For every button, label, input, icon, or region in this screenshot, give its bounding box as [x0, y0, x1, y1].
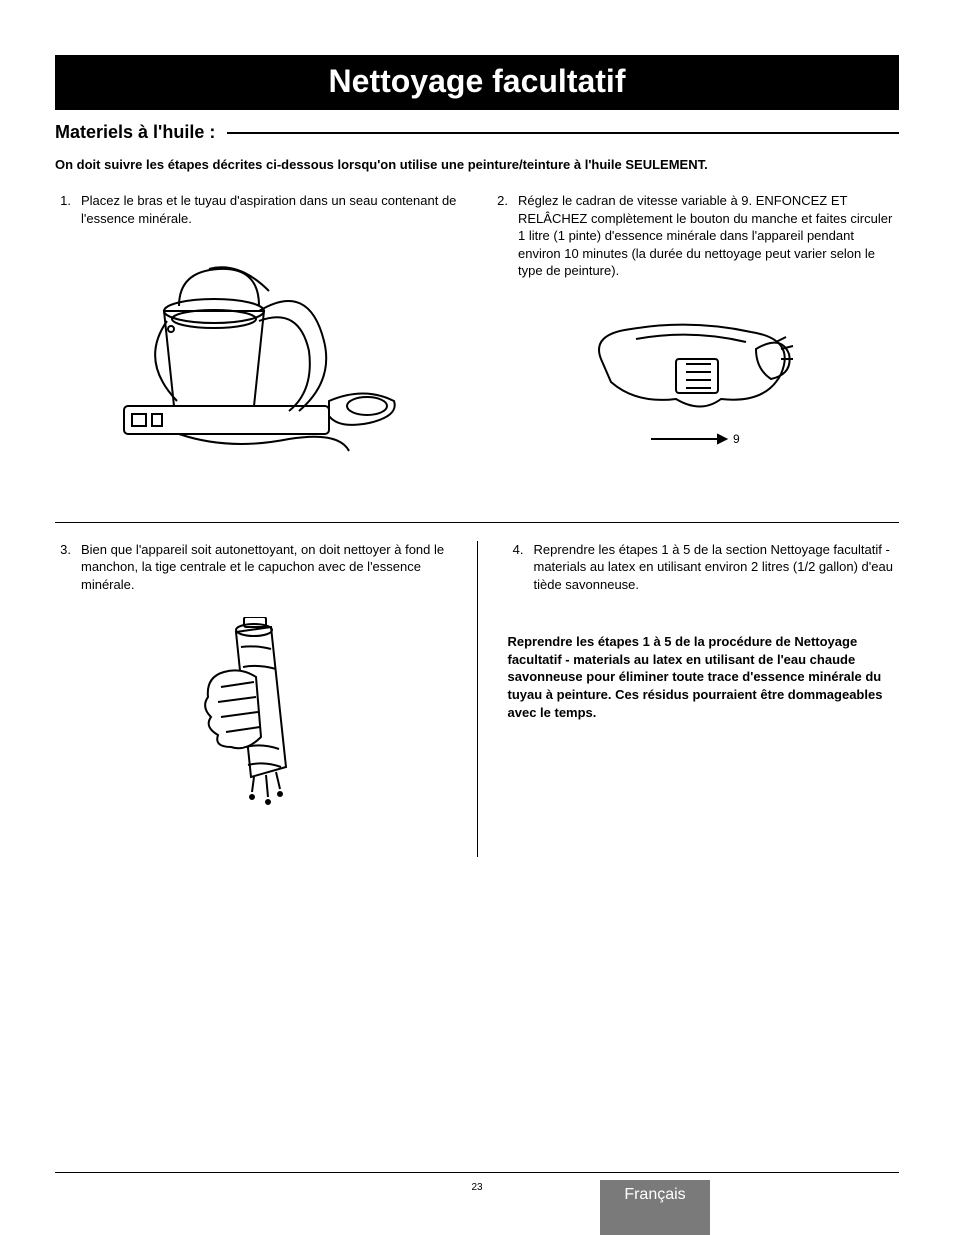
- divider-vertical: [477, 541, 478, 858]
- step-1: 1. Placez le bras et le tuyau d'aspirati…: [55, 192, 462, 227]
- step-3: 3. Bien que l'appareil soit autonettoyan…: [55, 541, 447, 594]
- col-right-2: 4. Reprendre les étapes 1 à 5 de la sect…: [508, 541, 900, 858]
- col-left-2: 3. Bien que l'appareil soit autonettoyan…: [55, 541, 447, 858]
- step-2-text: Réglez le cadran de vitesse variable à 9…: [518, 192, 899, 280]
- intro-bold: On doit suivre les étapes décrites ci-de…: [55, 157, 899, 172]
- dial-value-label: 9: [733, 432, 740, 446]
- step-4-text: Reprendre les étapes 1 à 5 de la section…: [534, 541, 900, 594]
- step-4: 4. Reprendre les étapes 1 à 5 de la sect…: [508, 541, 900, 594]
- step-1-num: 1.: [55, 192, 81, 227]
- divider-horizontal: [55, 522, 899, 523]
- col-left-1: 1. Placez le bras et le tuyau d'aspirati…: [55, 192, 462, 504]
- step-1-text: Placez le bras et le tuyau d'aspiration …: [81, 192, 462, 227]
- row-2: 3. Bien que l'appareil soit autonettoyan…: [55, 541, 899, 858]
- section-title-bar: Nettoyage facultatif: [55, 55, 899, 110]
- language-tab: Français: [600, 1180, 710, 1235]
- figure-hand-roller-icon: [176, 617, 326, 827]
- section-title: Nettoyage facultatif: [329, 63, 626, 99]
- step-3-text: Bien que l'appareil soit autonettoyant, …: [81, 541, 447, 594]
- subhead-rule: [227, 132, 899, 134]
- col-right-1: 2. Réglez le cadran de vitesse variable …: [492, 192, 899, 504]
- footer-rule: [55, 1172, 899, 1173]
- row-1: 1. Placez le bras et le tuyau d'aspirati…: [55, 192, 899, 504]
- figure-handle-dial-icon: 9: [581, 304, 811, 474]
- subhead-text: Materiels à l'huile :: [55, 122, 215, 143]
- step-3-num: 3.: [55, 541, 81, 594]
- figure-bucket-icon: [109, 251, 409, 461]
- step-4-num: 4.: [508, 541, 534, 594]
- step-2: 2. Réglez le cadran de vitesse variable …: [492, 192, 899, 280]
- language-label: Français: [624, 1186, 685, 1203]
- step-2-num: 2.: [492, 192, 518, 280]
- closing-bold-paragraph: Reprendre les étapes 1 à 5 de la procédu…: [508, 633, 900, 721]
- page-number: 23: [0, 1182, 954, 1193]
- subhead-row: Materiels à l'huile :: [55, 122, 899, 143]
